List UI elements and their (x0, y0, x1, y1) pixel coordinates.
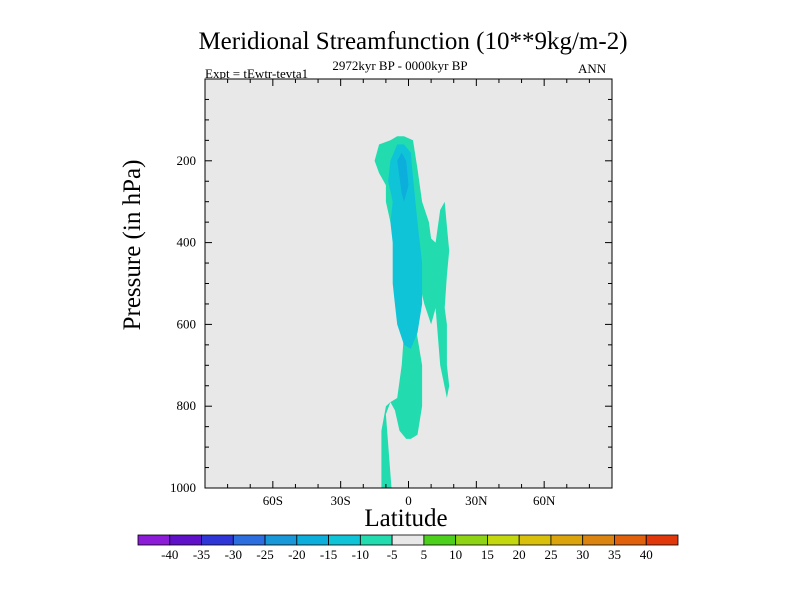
colorbar-swatch (487, 534, 520, 546)
colorbar-label: 15 (481, 547, 494, 562)
chart-subtitle: 2972kyr BP - 0000kyr BP (332, 58, 468, 73)
y-tick-label: 600 (177, 316, 197, 331)
x-tick-label: 30S (331, 493, 351, 508)
colorbar-label: 5 (421, 547, 428, 562)
colorbar-swatch (423, 534, 457, 546)
colorbar-label: 10 (449, 547, 462, 562)
colorbar-swatch (296, 534, 329, 546)
x-axis-label: Latitude (364, 505, 448, 532)
contour-region-2 (388, 144, 423, 349)
colorbar-label: -40 (161, 547, 178, 562)
colorbar-swatch (518, 534, 552, 546)
x-tick-label: 0 (405, 493, 412, 508)
colorbar-swatch (391, 534, 425, 546)
chart-title: Meridional Streamfunction (10**9kg/m-2) (198, 28, 628, 55)
season-label: ANN (578, 61, 607, 76)
colorbar-swatch (359, 534, 393, 546)
y-tick-label: 1000 (170, 480, 196, 495)
colorbar-label: -5 (387, 547, 398, 562)
colorbar-label: 20 (513, 547, 526, 562)
contour-region-3 (397, 152, 409, 202)
colorbar-swatch (614, 534, 647, 546)
colorbar-label: 25 (544, 547, 557, 562)
colorbar-label: -20 (288, 547, 305, 562)
y-tick-label: 400 (177, 235, 197, 250)
x-tick-label: 60S (263, 493, 283, 508)
colorbar-swatch (550, 534, 584, 546)
colorbar-swatch (264, 534, 298, 546)
contour-regions (374, 136, 450, 488)
y-tick-label: 800 (177, 398, 197, 413)
colorbar-label: -35 (193, 547, 210, 562)
y-tick-label: 200 (177, 153, 197, 168)
colorbar-label: 40 (640, 547, 653, 562)
colorbar-label: 35 (608, 547, 621, 562)
colorbar-swatch (232, 534, 266, 546)
colorbar-swatch (137, 534, 171, 546)
colorbar-swatch (169, 534, 202, 546)
colorbar-label: 30 (576, 547, 589, 562)
colorbar-swatch (645, 534, 679, 546)
experiment-label: Expt = tEwtr-tevta1 (205, 66, 309, 81)
colorbar-swatch (455, 534, 488, 546)
colorbar-swatch (582, 534, 615, 546)
colorbar-label: -30 (225, 547, 242, 562)
x-tick-label: 30N (465, 493, 488, 508)
colorbar-label: -15 (320, 547, 337, 562)
colorbar-label: -25 (256, 547, 273, 562)
x-tick-label: 60N (533, 493, 556, 508)
colorbar-label: -10 (352, 547, 369, 562)
colorbar-swatch (328, 534, 361, 546)
colorbar: -40 -35 -30 -25 -20 -15 -10 -5 5 10 15 20 25 30 35 40 (137, 534, 679, 562)
colorbar-swatch (201, 534, 234, 546)
axes: 60S 30S 0 30N 60N 200 400 600 800 1000 (170, 79, 612, 508)
